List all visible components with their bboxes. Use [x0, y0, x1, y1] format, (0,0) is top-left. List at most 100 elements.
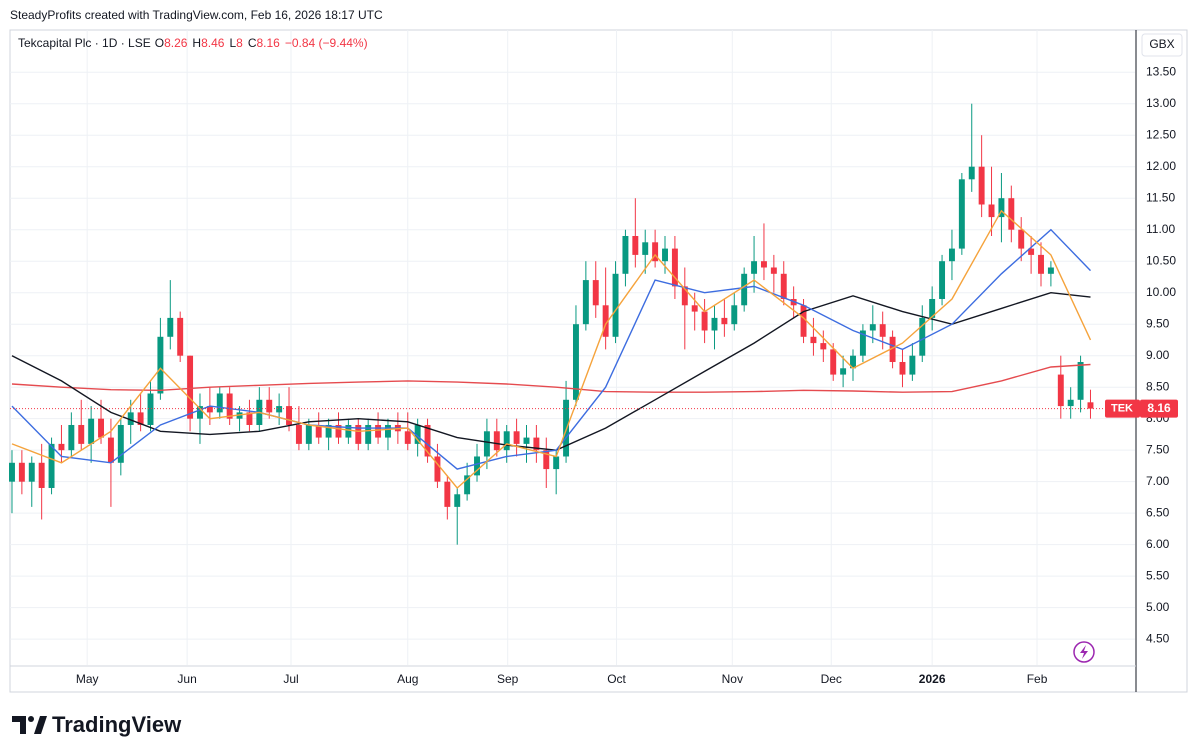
candle-body	[305, 424, 312, 444]
candle-body	[375, 424, 382, 438]
candle-body	[553, 456, 560, 470]
candle-body	[493, 431, 500, 451]
candle-body	[810, 336, 817, 344]
candle-body	[612, 273, 619, 337]
ticker: TEK	[1111, 403, 1133, 415]
y-tick-label: 7.50	[1146, 442, 1170, 456]
currency-box[interactable]	[1141, 33, 1183, 57]
ohlc-label: H	[192, 36, 201, 50]
candle-body	[197, 406, 203, 419]
y-tick-label: 11.50	[1146, 190, 1175, 204]
candle-body	[147, 393, 154, 425]
candle-body	[48, 443, 55, 488]
candle-body	[137, 412, 144, 425]
candle-body	[948, 248, 955, 262]
y-tick-label: 13.00	[1146, 96, 1176, 110]
ticker-tag	[1105, 399, 1140, 418]
candle-body	[474, 456, 480, 476]
candle-body	[662, 248, 668, 262]
y-tick-label: 6.00	[1146, 537, 1170, 551]
x-tick-label: Aug	[397, 672, 418, 686]
candle-body	[721, 317, 728, 325]
y-tick-label: 10.50	[1146, 253, 1176, 267]
candle-body	[483, 431, 490, 457]
y-tick-label: 11.00	[1146, 222, 1175, 236]
candle-body	[681, 286, 688, 306]
candle-body	[464, 475, 471, 495]
candle-body	[988, 204, 995, 218]
candle-body	[503, 431, 510, 451]
candle-body	[958, 179, 965, 249]
candle-body	[295, 424, 302, 444]
candle-body	[1008, 198, 1015, 230]
bolt	[1080, 645, 1088, 659]
candle-body	[68, 424, 75, 451]
candle-body	[1067, 399, 1074, 407]
candle-body	[127, 412, 134, 425]
x-tick-label: Feb	[1027, 672, 1048, 686]
logo-t	[12, 716, 26, 734]
candle-body	[385, 424, 391, 438]
candle-body	[157, 336, 164, 394]
candle-body	[1038, 254, 1044, 274]
candle-body	[939, 261, 946, 299]
candle-body	[315, 424, 322, 438]
x-tick-label: Jun	[177, 672, 196, 686]
logo-text: TradingView	[52, 712, 182, 737]
candle-body	[572, 324, 579, 400]
candle-body	[1057, 374, 1064, 407]
candle-body	[909, 355, 916, 375]
candle-body	[701, 311, 708, 331]
x-tick-label: Jul	[283, 672, 298, 686]
ohlc-label: L	[229, 36, 236, 50]
candle-body	[642, 242, 649, 255]
candle-body	[592, 280, 599, 306]
ohlc-value: 8.26	[164, 36, 188, 50]
y-tick-label: 8.50	[1146, 379, 1170, 393]
x-tick-label: 2026	[919, 672, 946, 686]
candle-body	[266, 399, 273, 413]
candle-body	[582, 280, 589, 325]
candle-body	[335, 424, 342, 438]
currency: GBX	[1149, 37, 1174, 51]
ohlc-label: C	[248, 36, 257, 50]
candle-body	[167, 317, 174, 337]
x-tick-label: Dec	[821, 672, 842, 686]
y-tick-label: 5.50	[1146, 568, 1170, 582]
change: −0.84 (−9.44%)	[285, 36, 368, 50]
candle-body	[968, 166, 975, 180]
y-tick-label: 9.00	[1146, 348, 1170, 362]
ohlc-value: 8.46	[201, 36, 225, 50]
candle-body	[58, 443, 65, 451]
candle-body	[78, 424, 85, 444]
candle-body	[929, 298, 936, 318]
candle-body	[286, 406, 292, 425]
x-tick-label: May	[76, 672, 99, 686]
candle-body	[276, 406, 283, 413]
candle-body	[355, 424, 362, 444]
x-tick-label: Sep	[497, 672, 519, 686]
symbol: Tekcapital Plc · 1D · LSE	[18, 36, 151, 50]
moving-average	[11, 228, 1092, 470]
candle-body	[671, 248, 678, 287]
candle-body	[998, 198, 1005, 218]
candle-body	[345, 424, 352, 438]
candle-body	[731, 305, 738, 325]
candle-body	[780, 273, 787, 299]
candle-body	[632, 235, 639, 255]
candle-body	[88, 418, 95, 444]
ohlc-value: 8.16	[257, 36, 281, 50]
candle-body	[850, 355, 856, 369]
y-tick-label: 7.00	[1146, 474, 1170, 488]
candle-body	[9, 462, 15, 482]
candle-body	[622, 235, 629, 274]
candle-body	[840, 368, 847, 375]
legend-header: Tekcapital Plc · 1D · LSE O8.26 H8.46 L8 C8.…	[18, 36, 368, 50]
candle-body	[602, 305, 609, 337]
y-tick-label: 10.00	[1146, 285, 1176, 299]
y-tick-label: 5.00	[1146, 600, 1170, 614]
candle-body	[1018, 229, 1025, 249]
candle-body	[1047, 267, 1054, 274]
candle-body	[889, 336, 896, 362]
candle-body	[28, 462, 35, 482]
